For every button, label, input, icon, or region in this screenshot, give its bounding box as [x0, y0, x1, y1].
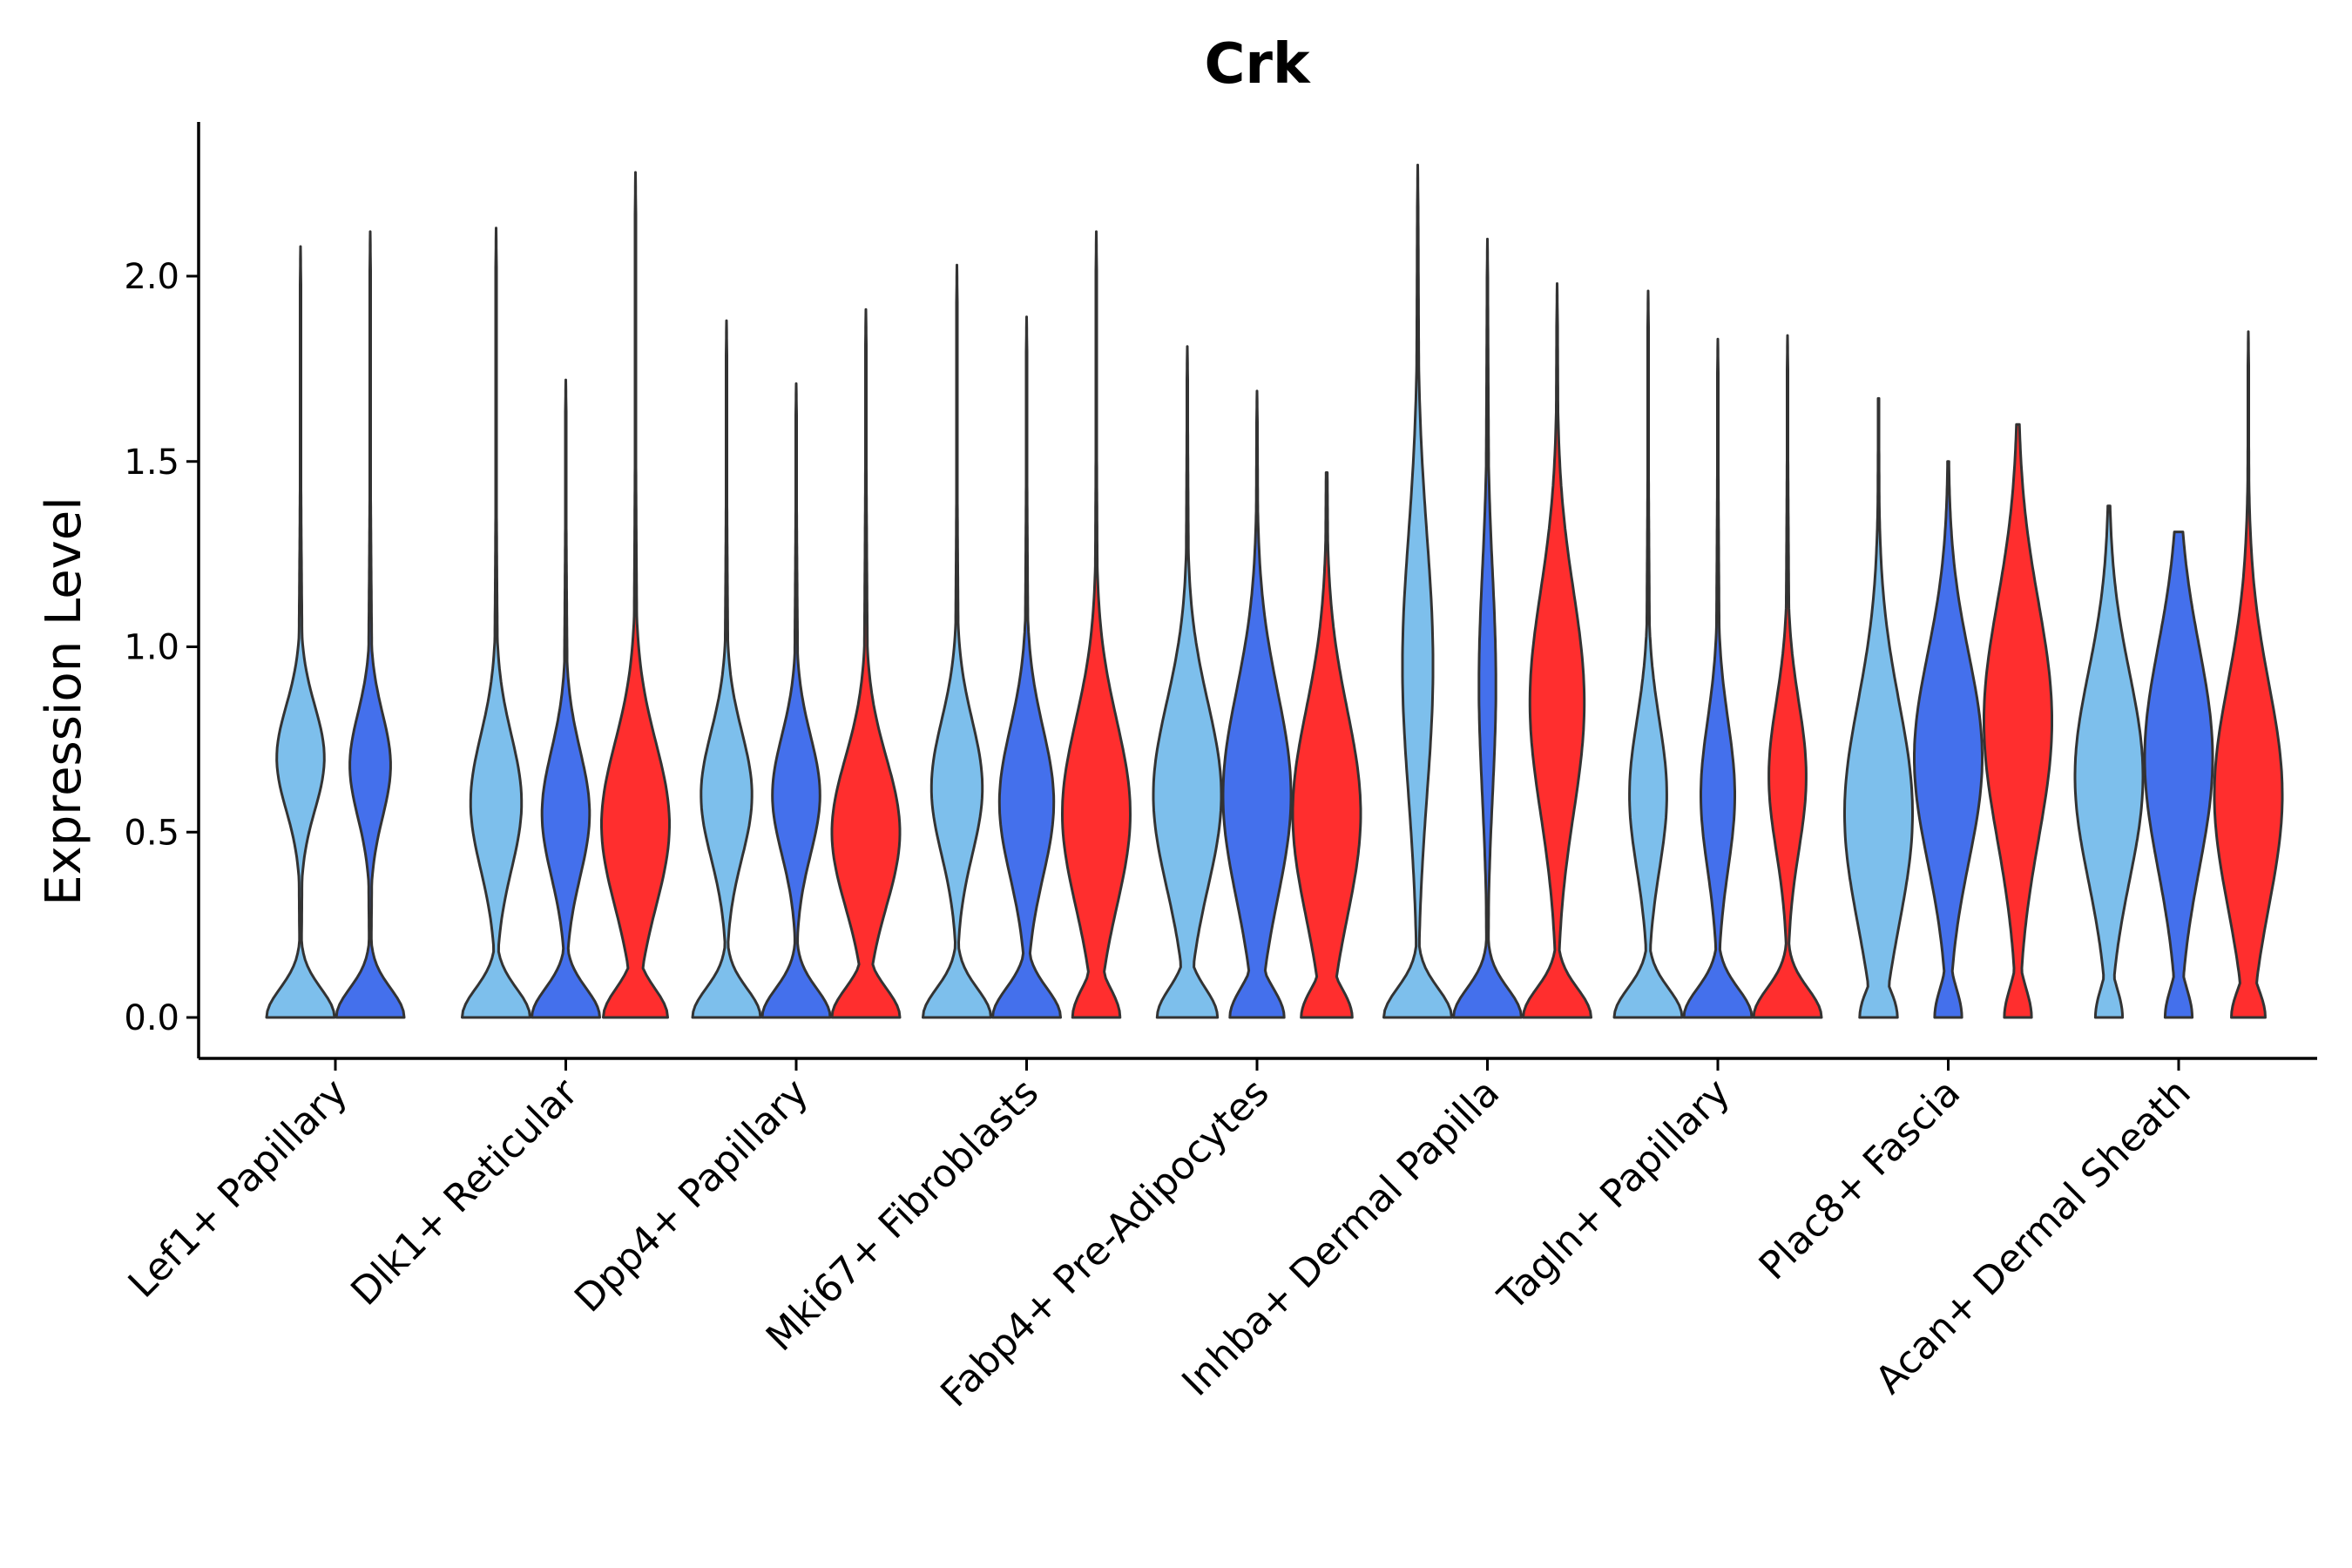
x-tick-label: Lef1+ Papillary — [120, 1071, 356, 1307]
chart-title: Crk — [1204, 32, 1311, 97]
y-tick-label: 1.0 — [124, 628, 179, 668]
x-tick-label: Dpp4+ Papillary — [566, 1071, 817, 1321]
violin-1-1 — [531, 378, 601, 1019]
violin-2-0 — [691, 319, 762, 1019]
violin-3-2 — [1061, 230, 1132, 1019]
violins — [265, 163, 2284, 1019]
violin-4-2 — [1291, 471, 1362, 1019]
violin-6-1 — [1682, 337, 1754, 1019]
violin-1-0 — [461, 226, 531, 1019]
y-tick-label: 2.0 — [124, 257, 179, 297]
violin-3-0 — [922, 263, 992, 1019]
violin-3-1 — [991, 315, 1062, 1019]
violin-2-2 — [830, 308, 902, 1019]
violin-0-1 — [335, 230, 406, 1019]
violin-2-1 — [760, 382, 832, 1019]
violin-8-0 — [2073, 504, 2145, 1019]
violin-1-2 — [600, 171, 671, 1019]
y-tick-label: 0.0 — [124, 998, 179, 1038]
y-tick-label: 1.5 — [124, 443, 179, 483]
violin-8-2 — [2213, 330, 2284, 1019]
violin-7-0 — [1843, 396, 1914, 1019]
x-tick-label: Dlk1+ Reticular — [342, 1070, 587, 1315]
violin-6-0 — [1612, 289, 1684, 1019]
violin-4-0 — [1152, 345, 1223, 1019]
y-tick-label: 0.5 — [124, 813, 179, 853]
violin-6-2 — [1752, 334, 1823, 1019]
y-axis-title: Expression Level — [36, 497, 92, 906]
violin-7-2 — [1983, 422, 2053, 1019]
violin-8-1 — [2143, 531, 2214, 1019]
violin-5-1 — [1452, 237, 1523, 1019]
violin-7-1 — [1913, 460, 1984, 1019]
x-tick-label: Tagln+ Papillary — [1490, 1071, 1739, 1320]
violin-4-1 — [1221, 389, 1293, 1019]
violin-5-2 — [1522, 282, 1592, 1019]
x-tick-label: Plac8+ Fascia — [1751, 1071, 1970, 1289]
violin-0-0 — [265, 245, 336, 1019]
violin-5-0 — [1382, 163, 1453, 1019]
